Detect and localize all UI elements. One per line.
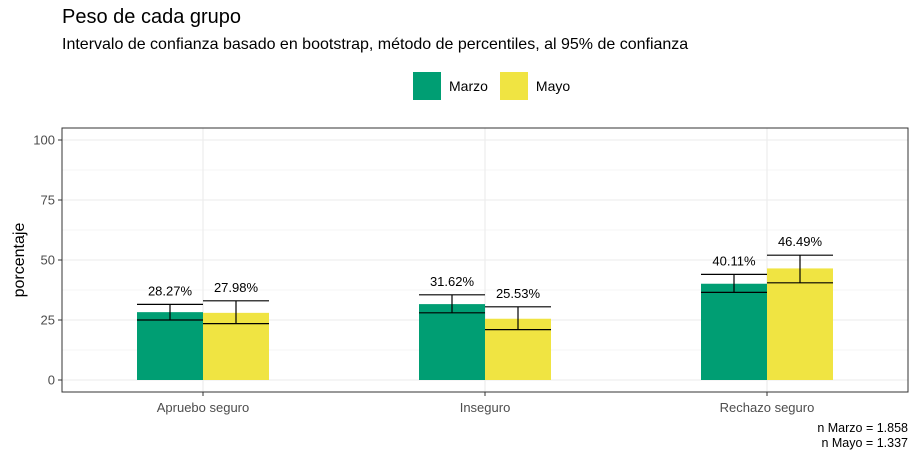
data-label: 28.27% xyxy=(148,283,193,298)
data-label: 46.49% xyxy=(778,234,823,249)
legend-swatch-mayo xyxy=(499,72,528,100)
y-tick-label: 25 xyxy=(41,313,55,328)
data-label: 31.62% xyxy=(430,274,475,289)
y-axis-title: porcentaje xyxy=(11,223,28,298)
caption-line-marzo: n Marzo = 1.858 xyxy=(817,421,908,435)
bar-marzo xyxy=(419,304,485,380)
y-tick-label: 100 xyxy=(33,133,55,148)
legend-label-mayo: Mayo xyxy=(535,78,571,94)
chart-subtitle: Intervalo de confianza basado en bootstr… xyxy=(62,36,689,53)
bar-marzo xyxy=(137,312,203,380)
x-tick-label: Rechazo seguro xyxy=(720,400,815,415)
bar-mayo xyxy=(767,268,833,380)
data-label: 25.53% xyxy=(496,286,541,301)
chart-title: Peso de cada grupo xyxy=(62,6,242,28)
sample-size-caption: n Marzo = 1.858 n Mayo = 1.337 xyxy=(817,421,908,451)
legend-swatch-marzo xyxy=(413,72,441,100)
caption-line-mayo: n Mayo = 1.337 xyxy=(821,436,908,450)
legend-item-mayo: Mayo xyxy=(499,72,571,100)
bar-marzo xyxy=(701,283,767,380)
y-tick-label: 50 xyxy=(41,253,55,268)
legend: Marzo Mayo xyxy=(413,72,582,100)
data-label: 40.11% xyxy=(712,253,756,268)
x-tick-label: Inseguro xyxy=(460,400,511,415)
y-tick-label: 75 xyxy=(41,193,55,208)
legend-item-marzo: Marzo xyxy=(413,72,488,100)
data-label: 27.98% xyxy=(214,280,259,295)
legend-label-marzo: Marzo xyxy=(449,78,488,94)
x-tick-label: Apruebo seguro xyxy=(157,400,250,415)
y-tick-label: 0 xyxy=(48,373,55,388)
